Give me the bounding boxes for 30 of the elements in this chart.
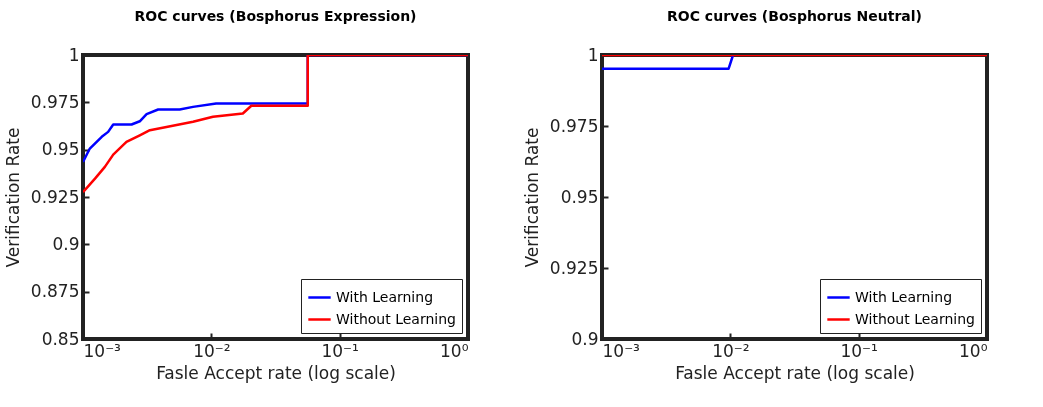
legend-label: With Learning <box>336 288 434 305</box>
x-tick-label: 10⁻² <box>712 340 750 361</box>
y-tick-label: 0.925 <box>30 186 80 207</box>
x-axis-title: Fasle Accept rate (log scale) <box>156 362 396 383</box>
y-tick-label: 0.95 <box>560 186 599 207</box>
x-tick-label: 10⁰ <box>440 340 469 361</box>
legend-label: With Learning <box>855 288 953 305</box>
y-tick-label: 0.9 <box>571 328 599 349</box>
y-tick-label: 1 <box>587 44 599 65</box>
x-tick-label: 10⁻² <box>193 340 231 361</box>
x-tick-label: 10⁻³ <box>83 340 121 361</box>
x-tick-label: 10⁻¹ <box>840 340 878 361</box>
legend-label: Without Learning <box>336 310 456 327</box>
y-tick-label: 0.975 <box>549 115 599 136</box>
y-axis-title: Verification Rate <box>521 127 542 268</box>
y-tick-label: 1 <box>68 44 80 65</box>
y-tick-label: 0.85 <box>41 328 80 349</box>
x-tick-label: 10⁰ <box>959 340 988 361</box>
y-tick-label: 0.925 <box>549 257 599 278</box>
x-axis-title: Fasle Accept rate (log scale) <box>675 362 915 383</box>
y-tick-label: 0.975 <box>30 91 80 112</box>
y-axis-title: Verification Rate <box>2 127 23 268</box>
y-tick-label: 0.875 <box>30 281 80 302</box>
x-tick-label: 10⁻¹ <box>321 340 359 361</box>
y-tick-label: 0.95 <box>41 139 80 160</box>
x-tick-label: 10⁻³ <box>602 340 640 361</box>
chart-title: ROC curves (Bosphorus Neutral) <box>667 8 922 24</box>
y-tick-label: 0.9 <box>52 233 80 254</box>
chart-title: ROC curves (Bosphorus Expression) <box>134 8 417 24</box>
legend-label: Without Learning <box>855 310 975 327</box>
